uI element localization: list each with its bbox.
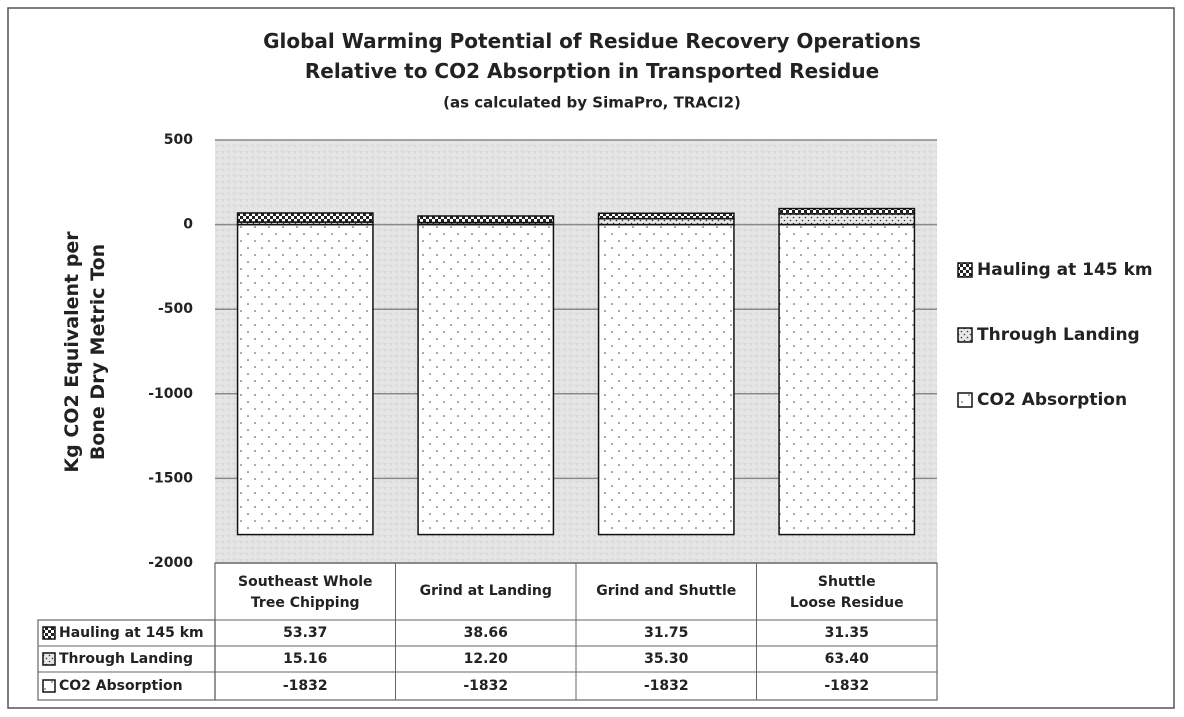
row-label: Hauling at 145 km bbox=[59, 625, 204, 641]
legend-key bbox=[42, 652, 56, 666]
row-label: Through Landing bbox=[59, 651, 193, 667]
y-tick-label: -2000 bbox=[148, 555, 193, 571]
y-tick-label: 0 bbox=[183, 217, 193, 233]
bar-segment bbox=[236, 223, 374, 536]
chart-title: Global Warming Potential of Residue Reco… bbox=[263, 29, 921, 83]
bar-segment bbox=[778, 213, 916, 226]
category-label: Grind and Shuttle bbox=[596, 583, 736, 599]
category-label: Southeast Whole Tree Chipping bbox=[238, 574, 373, 611]
y-tick-label: 500 bbox=[164, 132, 193, 148]
bar-segment bbox=[417, 215, 555, 224]
table-value: 38.66 bbox=[464, 625, 508, 641]
table-value: 63.40 bbox=[825, 651, 870, 667]
table-value: 53.37 bbox=[283, 625, 327, 641]
table-value: 12.20 bbox=[464, 651, 509, 667]
y-axis-label: Kg CO2 Equivalent per Bone Dry Metric Ton bbox=[61, 231, 109, 473]
legend-key bbox=[957, 392, 973, 408]
table-value: -1832 bbox=[644, 678, 689, 694]
table-value: 15.16 bbox=[283, 651, 327, 667]
legend-label: Hauling at 145 km bbox=[977, 260, 1153, 280]
bar-segment bbox=[778, 223, 916, 536]
y-tick-label: -1000 bbox=[148, 386, 193, 402]
legend-key bbox=[957, 262, 973, 278]
table-value: 31.75 bbox=[644, 625, 688, 641]
legend-label: Through Landing bbox=[977, 325, 1140, 345]
bar-segment bbox=[597, 223, 735, 536]
table-value: 31.35 bbox=[825, 625, 869, 641]
bar-segment bbox=[597, 217, 735, 226]
legend-key bbox=[42, 679, 56, 693]
table-value: 35.30 bbox=[644, 651, 689, 667]
chart-subtitle: (as calculated by SimaPro, TRACI2) bbox=[443, 94, 741, 112]
table-value: -1832 bbox=[463, 678, 508, 694]
legend-key bbox=[957, 327, 973, 343]
row-label: CO2 Absorption bbox=[59, 678, 183, 694]
category-label: Grind at Landing bbox=[420, 583, 552, 599]
table-value: -1832 bbox=[824, 678, 869, 694]
bar-segment bbox=[597, 212, 735, 220]
category-label: Shuttle Loose Residue bbox=[790, 574, 904, 611]
y-tick-label: -500 bbox=[158, 301, 193, 317]
table-value: -1832 bbox=[283, 678, 328, 694]
bar-segment bbox=[236, 212, 374, 223]
bar-segment bbox=[417, 223, 555, 536]
y-tick-label: -1500 bbox=[148, 470, 193, 486]
bar-segment bbox=[778, 207, 916, 215]
legend-label: CO2 Absorption bbox=[977, 390, 1127, 410]
legend-key bbox=[42, 626, 56, 640]
